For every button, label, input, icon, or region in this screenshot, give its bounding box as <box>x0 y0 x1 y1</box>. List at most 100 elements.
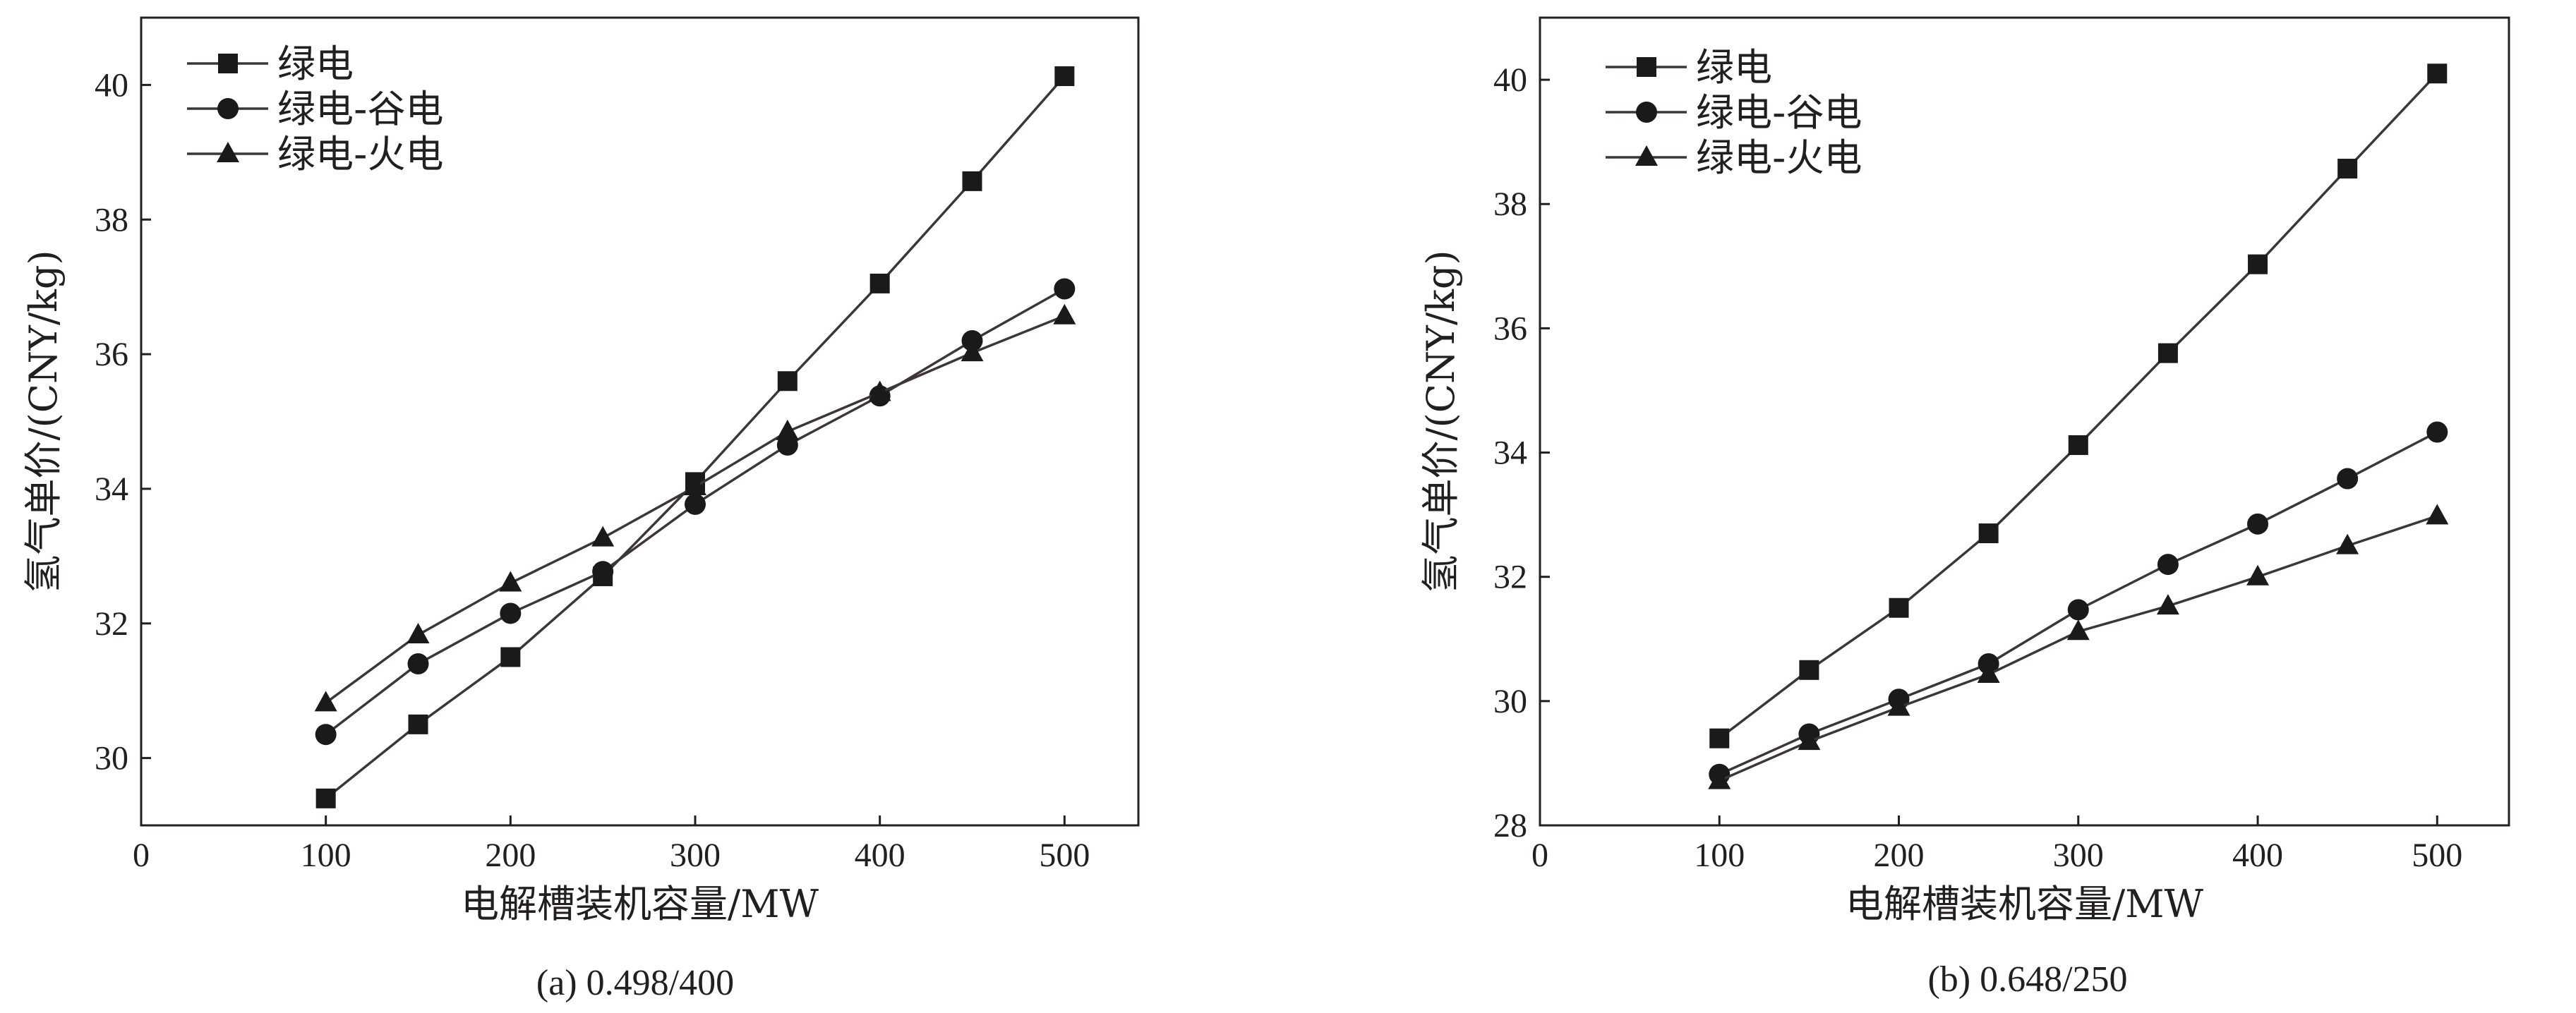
data-point <box>868 380 891 401</box>
legend-item: 绿电-火电 <box>187 132 444 176</box>
y-tick-label: 30 <box>1493 683 1527 720</box>
x-tick-label: 200 <box>485 837 536 874</box>
x-axis-label: 电解槽装机容量/MW <box>1846 882 2203 926</box>
series-triangle <box>1708 504 2449 789</box>
y-tick-label: 30 <box>95 740 128 777</box>
legend-label: 绿电-火电 <box>1696 135 1862 180</box>
legend-label: 绿电 <box>277 42 354 86</box>
y-tick-label: 40 <box>1493 61 1527 99</box>
legend-label: 绿电-谷电 <box>277 87 444 131</box>
chart-panel-1: 0 100 200 300 400 500 30 32 34 36 38 40 电解槽装机容量/MW 氢气… <box>21 16 1140 1003</box>
data-point <box>500 602 522 624</box>
data-point <box>1799 660 1819 680</box>
series-square <box>1709 63 2448 748</box>
y-axis-label: 氢气单价/(CNY/kg) <box>21 250 66 593</box>
y-tick-label: 34 <box>1493 435 1527 472</box>
x-axis-label: 电解槽装机容量/MW <box>461 882 819 926</box>
data-point <box>777 371 798 392</box>
chart-panel-2: 0 100 200 300 400 500 28 30 32 34 36 38 40 电解槽装机容量/MW… <box>1419 16 2510 1000</box>
legend-item: 绿电 <box>187 42 354 86</box>
series-line <box>325 75 1066 800</box>
y-tick-label: 36 <box>95 336 128 373</box>
legend-marker <box>1637 57 1656 77</box>
legend-marker <box>217 142 239 162</box>
data-point <box>2337 159 2358 179</box>
series-square <box>315 66 1075 808</box>
data-point <box>1977 662 2000 683</box>
data-point <box>499 571 522 592</box>
x-tick-label: 100 <box>1694 837 1745 874</box>
data-point <box>2157 554 2179 576</box>
data-point <box>1054 278 1076 300</box>
data-point <box>500 647 521 667</box>
x-tick-label: 300 <box>670 837 721 874</box>
y-tick-label: 34 <box>95 471 128 508</box>
legend-marker <box>1636 102 1657 123</box>
legend-item: 绿电-谷电 <box>1606 90 1862 135</box>
y-tick-label: 28 <box>1493 807 1527 844</box>
y-tick-label: 32 <box>95 605 128 643</box>
legend-label: 绿电-火电 <box>277 132 444 176</box>
data-point <box>2248 254 2268 274</box>
data-point <box>2427 63 2448 84</box>
data-point <box>314 691 337 712</box>
series-circle <box>315 278 1076 746</box>
y-tick-label: 38 <box>95 201 128 238</box>
data-point <box>869 273 890 293</box>
x-tick-label: 500 <box>1039 837 1090 874</box>
data-point <box>1978 523 1999 544</box>
data-point <box>1798 729 1821 751</box>
data-point <box>2066 619 2090 641</box>
x-tick-label: 400 <box>2232 837 2283 874</box>
y-tick-label: 40 <box>95 66 128 104</box>
data-point <box>592 561 614 583</box>
legend-marker <box>1635 145 1658 166</box>
x-tick-label: 400 <box>855 837 905 874</box>
legend-item: 绿电-火电 <box>1606 135 1862 180</box>
data-point <box>407 622 430 643</box>
data-point <box>684 475 706 496</box>
data-point <box>2426 504 2449 525</box>
y-tick-label: 38 <box>1493 186 1527 223</box>
x-tick-label: 100 <box>301 837 351 874</box>
plot-frame <box>140 16 1140 827</box>
x-tick-label: 200 <box>1874 837 1925 874</box>
data-point <box>2337 468 2359 490</box>
data-point <box>2067 599 2089 621</box>
data-point <box>591 526 615 547</box>
legend-marker <box>218 54 238 73</box>
x-tick-label: 0 <box>133 837 150 874</box>
legend-item: 绿电-谷电 <box>187 87 444 131</box>
data-point <box>776 419 799 440</box>
legend-label: 绿电 <box>1696 45 1772 90</box>
data-point <box>315 724 337 746</box>
data-point <box>1709 728 1730 748</box>
y-axis-label: 氢气单价/(CNY/kg) <box>1419 250 1463 593</box>
data-point <box>1054 66 1075 87</box>
data-point <box>2157 343 2178 363</box>
series-triangle <box>314 303 1076 712</box>
legend-item: 绿电 <box>1606 45 1772 90</box>
data-point <box>315 788 336 808</box>
data-point <box>2426 421 2448 443</box>
data-point <box>1887 695 1910 716</box>
data-point <box>407 653 429 674</box>
legend-label: 绿电-谷电 <box>1696 90 1862 135</box>
x-tick-label: 300 <box>2053 837 2104 874</box>
data-point <box>685 493 706 515</box>
data-point <box>2247 513 2269 535</box>
legend-marker <box>217 98 239 119</box>
data-point <box>961 341 984 362</box>
x-tick-label: 500 <box>2412 837 2462 874</box>
data-point <box>1053 303 1076 324</box>
plot-frame <box>1539 16 2510 827</box>
chart-caption: (b) 0.648/250 <box>1927 959 2127 1000</box>
data-point <box>2068 435 2088 455</box>
data-point <box>1708 768 1731 789</box>
data-point <box>962 171 982 191</box>
x-tick-label: 0 <box>1531 837 1548 874</box>
series-circle <box>1709 421 2448 785</box>
